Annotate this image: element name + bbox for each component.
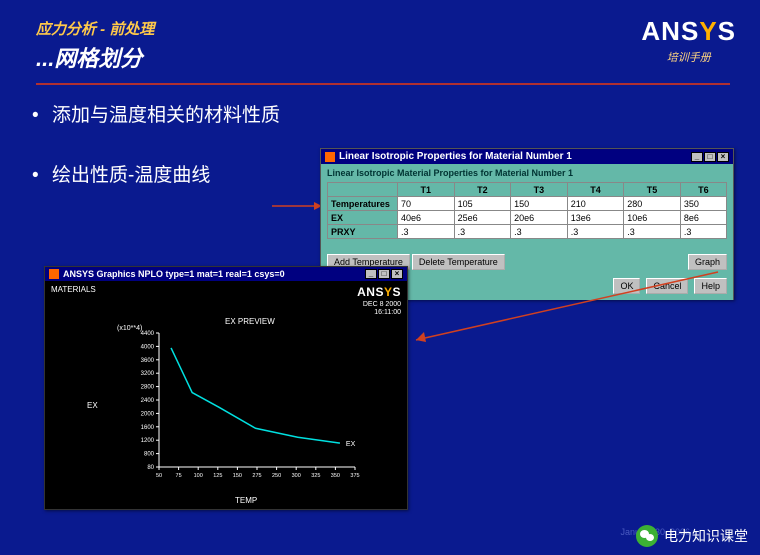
col-header: T1 — [398, 183, 455, 197]
cell[interactable]: 10e6 — [624, 211, 681, 225]
app-icon — [325, 152, 335, 162]
minimize-icon[interactable]: _ — [691, 152, 703, 162]
cell[interactable]: 210 — [567, 197, 624, 211]
cell[interactable]: .3 — [624, 225, 681, 239]
cell[interactable]: .3 — [511, 225, 568, 239]
dialog-heading: Linear Isotropic Material Properties for… — [327, 168, 727, 178]
svg-text:250: 250 — [272, 473, 281, 479]
arrow-icon — [408, 270, 728, 350]
close-icon[interactable]: × — [391, 269, 403, 279]
channel-name: 电力知识课堂 — [664, 526, 748, 546]
svg-text:100: 100 — [194, 473, 203, 479]
cell[interactable]: 70 — [398, 197, 455, 211]
dialog-titlebar[interactable]: Linear Isotropic Properties for Material… — [321, 149, 733, 164]
cell[interactable]: 8e6 — [680, 211, 726, 225]
svg-text:2400: 2400 — [141, 398, 155, 404]
cell[interactable]: .3 — [398, 225, 455, 239]
breadcrumb: 应力分析 - 前处理 — [36, 18, 730, 39]
cell[interactable]: 40e6 — [398, 211, 455, 225]
cell[interactable]: 280 — [624, 197, 681, 211]
maximize-icon[interactable]: □ — [704, 152, 716, 162]
app-icon — [49, 269, 59, 279]
minimize-icon[interactable]: _ — [365, 269, 377, 279]
table-row: PRXY .3 .3 .3 .3 .3 .3 — [328, 225, 727, 239]
ansys-logo: ANSYS — [357, 285, 401, 299]
svg-text:375: 375 — [350, 473, 359, 479]
cell[interactable]: 25e6 — [454, 211, 511, 225]
svg-text:50: 50 — [156, 473, 162, 479]
arrow-icon — [272, 196, 322, 216]
y-axis-label: EX — [87, 401, 98, 410]
graph-titlebar[interactable]: ANSYS Graphics NPLO type=1 mat=1 real=1 … — [45, 267, 407, 281]
svg-text:2800: 2800 — [141, 385, 155, 391]
dialog-title: Linear Isotropic Properties for Material… — [339, 151, 572, 162]
bullet-item: 添加与温度相关的材料性质 — [52, 97, 760, 135]
svg-text:4400: 4400 — [141, 331, 155, 337]
svg-text:3200: 3200 — [141, 371, 155, 377]
graph-button[interactable]: Graph — [688, 254, 727, 270]
divider — [36, 83, 730, 85]
svg-text:80: 80 — [147, 465, 154, 471]
svg-text:4000: 4000 — [141, 344, 155, 350]
graph-timestamp: DEC 8 200016:11:00 — [363, 301, 401, 318]
wechat-icon — [636, 525, 658, 547]
svg-text:75: 75 — [176, 473, 182, 479]
cell[interactable]: .3 — [680, 225, 726, 239]
x-axis-label: TEMP — [235, 496, 257, 505]
cell[interactable]: 20e6 — [511, 211, 568, 225]
channel-badge: 电力知识课堂 — [636, 525, 748, 547]
svg-text:150: 150 — [233, 473, 242, 479]
cell[interactable]: 350 — [680, 197, 726, 211]
brand-logo: ANSYS 培训手册 — [641, 16, 736, 65]
materials-label: MATERIALS — [51, 285, 96, 294]
table-row: Temperatures 70 105 150 210 280 350 — [328, 197, 727, 211]
graph-title: ANSYS Graphics NPLO type=1 mat=1 real=1 … — [63, 269, 285, 279]
cell[interactable]: .3 — [567, 225, 624, 239]
material-table: T1 T2 T3 T4 T5 T6 Temperatures 70 105 15… — [327, 182, 727, 239]
svg-text:125: 125 — [213, 473, 222, 479]
svg-text:325: 325 — [311, 473, 320, 479]
svg-text:2000: 2000 — [141, 411, 155, 417]
cell[interactable]: 150 — [511, 197, 568, 211]
graph-window: ANSYS Graphics NPLO type=1 mat=1 real=1 … — [44, 266, 408, 510]
svg-text:275: 275 — [252, 473, 261, 479]
col-header: T4 — [567, 183, 624, 197]
svg-text:800: 800 — [144, 452, 155, 458]
graph-canvas: ANSYS DEC 8 200016:11:00 MATERIALS EX PR… — [45, 281, 407, 509]
col-header: T5 — [624, 183, 681, 197]
graph-legend: EX PREVIEW — [225, 317, 275, 326]
close-icon[interactable]: × — [717, 152, 729, 162]
svg-text:EX: EX — [346, 441, 356, 448]
delete-temperature-button[interactable]: Delete Temperature — [412, 254, 505, 270]
cell[interactable]: 105 — [454, 197, 511, 211]
table-row: EX 40e6 25e6 20e6 13e6 10e6 8e6 — [328, 211, 727, 225]
cell[interactable]: 13e6 — [567, 211, 624, 225]
svg-text:350: 350 — [331, 473, 340, 479]
svg-text:1200: 1200 — [141, 438, 155, 444]
col-header: T6 — [680, 183, 726, 197]
maximize-icon[interactable]: □ — [378, 269, 390, 279]
col-header: T3 — [511, 183, 568, 197]
page-title: ...网格划分 — [36, 41, 730, 73]
col-header: T2 — [454, 183, 511, 197]
svg-text:3600: 3600 — [141, 358, 155, 364]
svg-text:1600: 1600 — [141, 425, 155, 431]
svg-text:300: 300 — [292, 473, 301, 479]
cell[interactable]: .3 — [454, 225, 511, 239]
